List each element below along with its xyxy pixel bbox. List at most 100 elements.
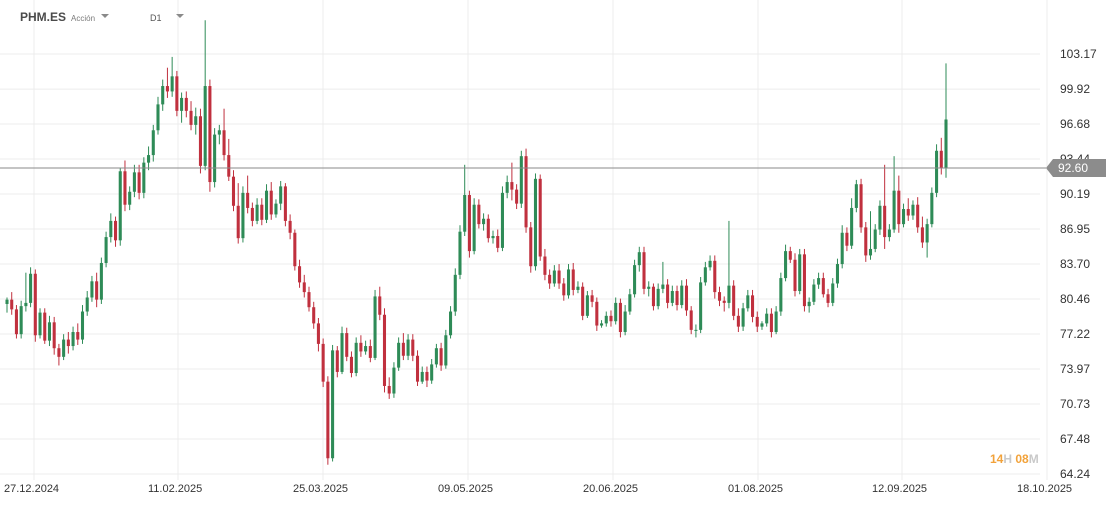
candle-body bbox=[774, 311, 778, 333]
candle-body bbox=[184, 97, 188, 111]
candle-body bbox=[618, 302, 622, 333]
candle-body bbox=[5, 299, 9, 304]
candle bbox=[415, 350, 420, 386]
y-tick-label: 99.92 bbox=[1060, 82, 1090, 96]
candle bbox=[633, 259, 637, 298]
candle-body bbox=[307, 292, 311, 308]
y-tick-label: 77.22 bbox=[1060, 327, 1090, 341]
candle-body bbox=[128, 191, 132, 205]
candle bbox=[449, 306, 453, 339]
candle bbox=[458, 225, 462, 280]
symbol-dropdown-icon[interactable] bbox=[101, 14, 109, 18]
candle bbox=[746, 289, 750, 312]
candle-body bbox=[623, 311, 627, 333]
candle-body bbox=[670, 291, 674, 303]
candle bbox=[298, 259, 302, 288]
candle bbox=[812, 279, 816, 306]
x-tick-label: 12.09.2025 bbox=[872, 483, 927, 495]
candle bbox=[873, 224, 877, 253]
candle bbox=[680, 280, 684, 309]
candle bbox=[491, 230, 495, 244]
candle bbox=[628, 288, 632, 315]
candle bbox=[562, 278, 566, 301]
candle-body bbox=[246, 192, 250, 208]
candle bbox=[104, 231, 108, 268]
candle-body bbox=[906, 209, 910, 216]
candle-body bbox=[746, 295, 750, 309]
candle-body bbox=[798, 254, 802, 292]
candle bbox=[736, 308, 740, 333]
candle bbox=[279, 180, 283, 211]
candle bbox=[472, 198, 476, 255]
candle bbox=[840, 225, 844, 269]
candle-body bbox=[802, 254, 806, 307]
candle bbox=[5, 297, 9, 313]
candle-body bbox=[241, 192, 245, 239]
candle bbox=[566, 264, 571, 299]
candle-body bbox=[434, 348, 438, 365]
candle bbox=[255, 198, 259, 225]
candle-body bbox=[595, 301, 599, 326]
candle-body bbox=[132, 172, 136, 192]
candle-body bbox=[76, 332, 80, 340]
candle-body bbox=[666, 284, 670, 303]
candle bbox=[236, 183, 240, 244]
candle bbox=[444, 329, 448, 369]
candle bbox=[887, 224, 891, 242]
candle-body bbox=[873, 229, 877, 249]
candle-body bbox=[689, 310, 693, 330]
candle-body bbox=[411, 339, 415, 356]
candle bbox=[425, 366, 429, 388]
candle-body bbox=[519, 156, 523, 204]
candle-body bbox=[392, 367, 396, 394]
timeframe-dropdown-icon[interactable] bbox=[176, 14, 184, 18]
candle-body bbox=[566, 269, 571, 296]
price-axis: 103.1799.9296.6893.4490.1986.9583.7080.4… bbox=[1060, 47, 1097, 481]
candle-body bbox=[33, 273, 37, 336]
candle bbox=[118, 168, 122, 246]
candle-body bbox=[453, 274, 457, 312]
candle-body bbox=[151, 130, 155, 156]
candle-body bbox=[812, 284, 816, 302]
candle bbox=[477, 199, 481, 229]
candle bbox=[661, 261, 665, 294]
candle bbox=[128, 186, 132, 211]
candle bbox=[585, 291, 589, 318]
candle-body bbox=[335, 350, 339, 372]
candle bbox=[345, 327, 349, 362]
candle-body bbox=[699, 282, 703, 330]
candle-body bbox=[463, 195, 467, 232]
candle bbox=[467, 190, 471, 258]
countdown-minutes: 08 bbox=[1015, 452, 1029, 466]
candle-body bbox=[637, 252, 641, 266]
candle-body bbox=[835, 264, 840, 284]
candle-body bbox=[118, 171, 122, 241]
timeframe-selector[interactable]: D1 bbox=[150, 13, 162, 23]
symbol-label[interactable]: PHM.ES bbox=[20, 10, 67, 24]
candle bbox=[609, 310, 613, 327]
candle-body bbox=[708, 260, 712, 268]
candle bbox=[382, 308, 387, 393]
candle-body bbox=[430, 364, 434, 381]
candle bbox=[368, 339, 372, 363]
candle bbox=[208, 79, 212, 192]
candle bbox=[935, 144, 939, 198]
candle-countdown: 14H 08M bbox=[990, 452, 1039, 466]
candle-body bbox=[269, 190, 273, 215]
candle bbox=[43, 308, 47, 344]
candle-body bbox=[142, 162, 146, 193]
candle-body bbox=[104, 237, 108, 263]
candle bbox=[321, 338, 325, 388]
candle-body bbox=[562, 283, 566, 296]
candle bbox=[288, 214, 292, 240]
candle-body bbox=[576, 286, 580, 290]
candle-body bbox=[694, 329, 698, 331]
candle-body bbox=[854, 184, 858, 208]
candle bbox=[784, 244, 788, 282]
candle-body bbox=[590, 295, 594, 302]
candle-body bbox=[123, 171, 127, 205]
candle-body bbox=[189, 110, 193, 125]
candle bbox=[326, 376, 330, 465]
